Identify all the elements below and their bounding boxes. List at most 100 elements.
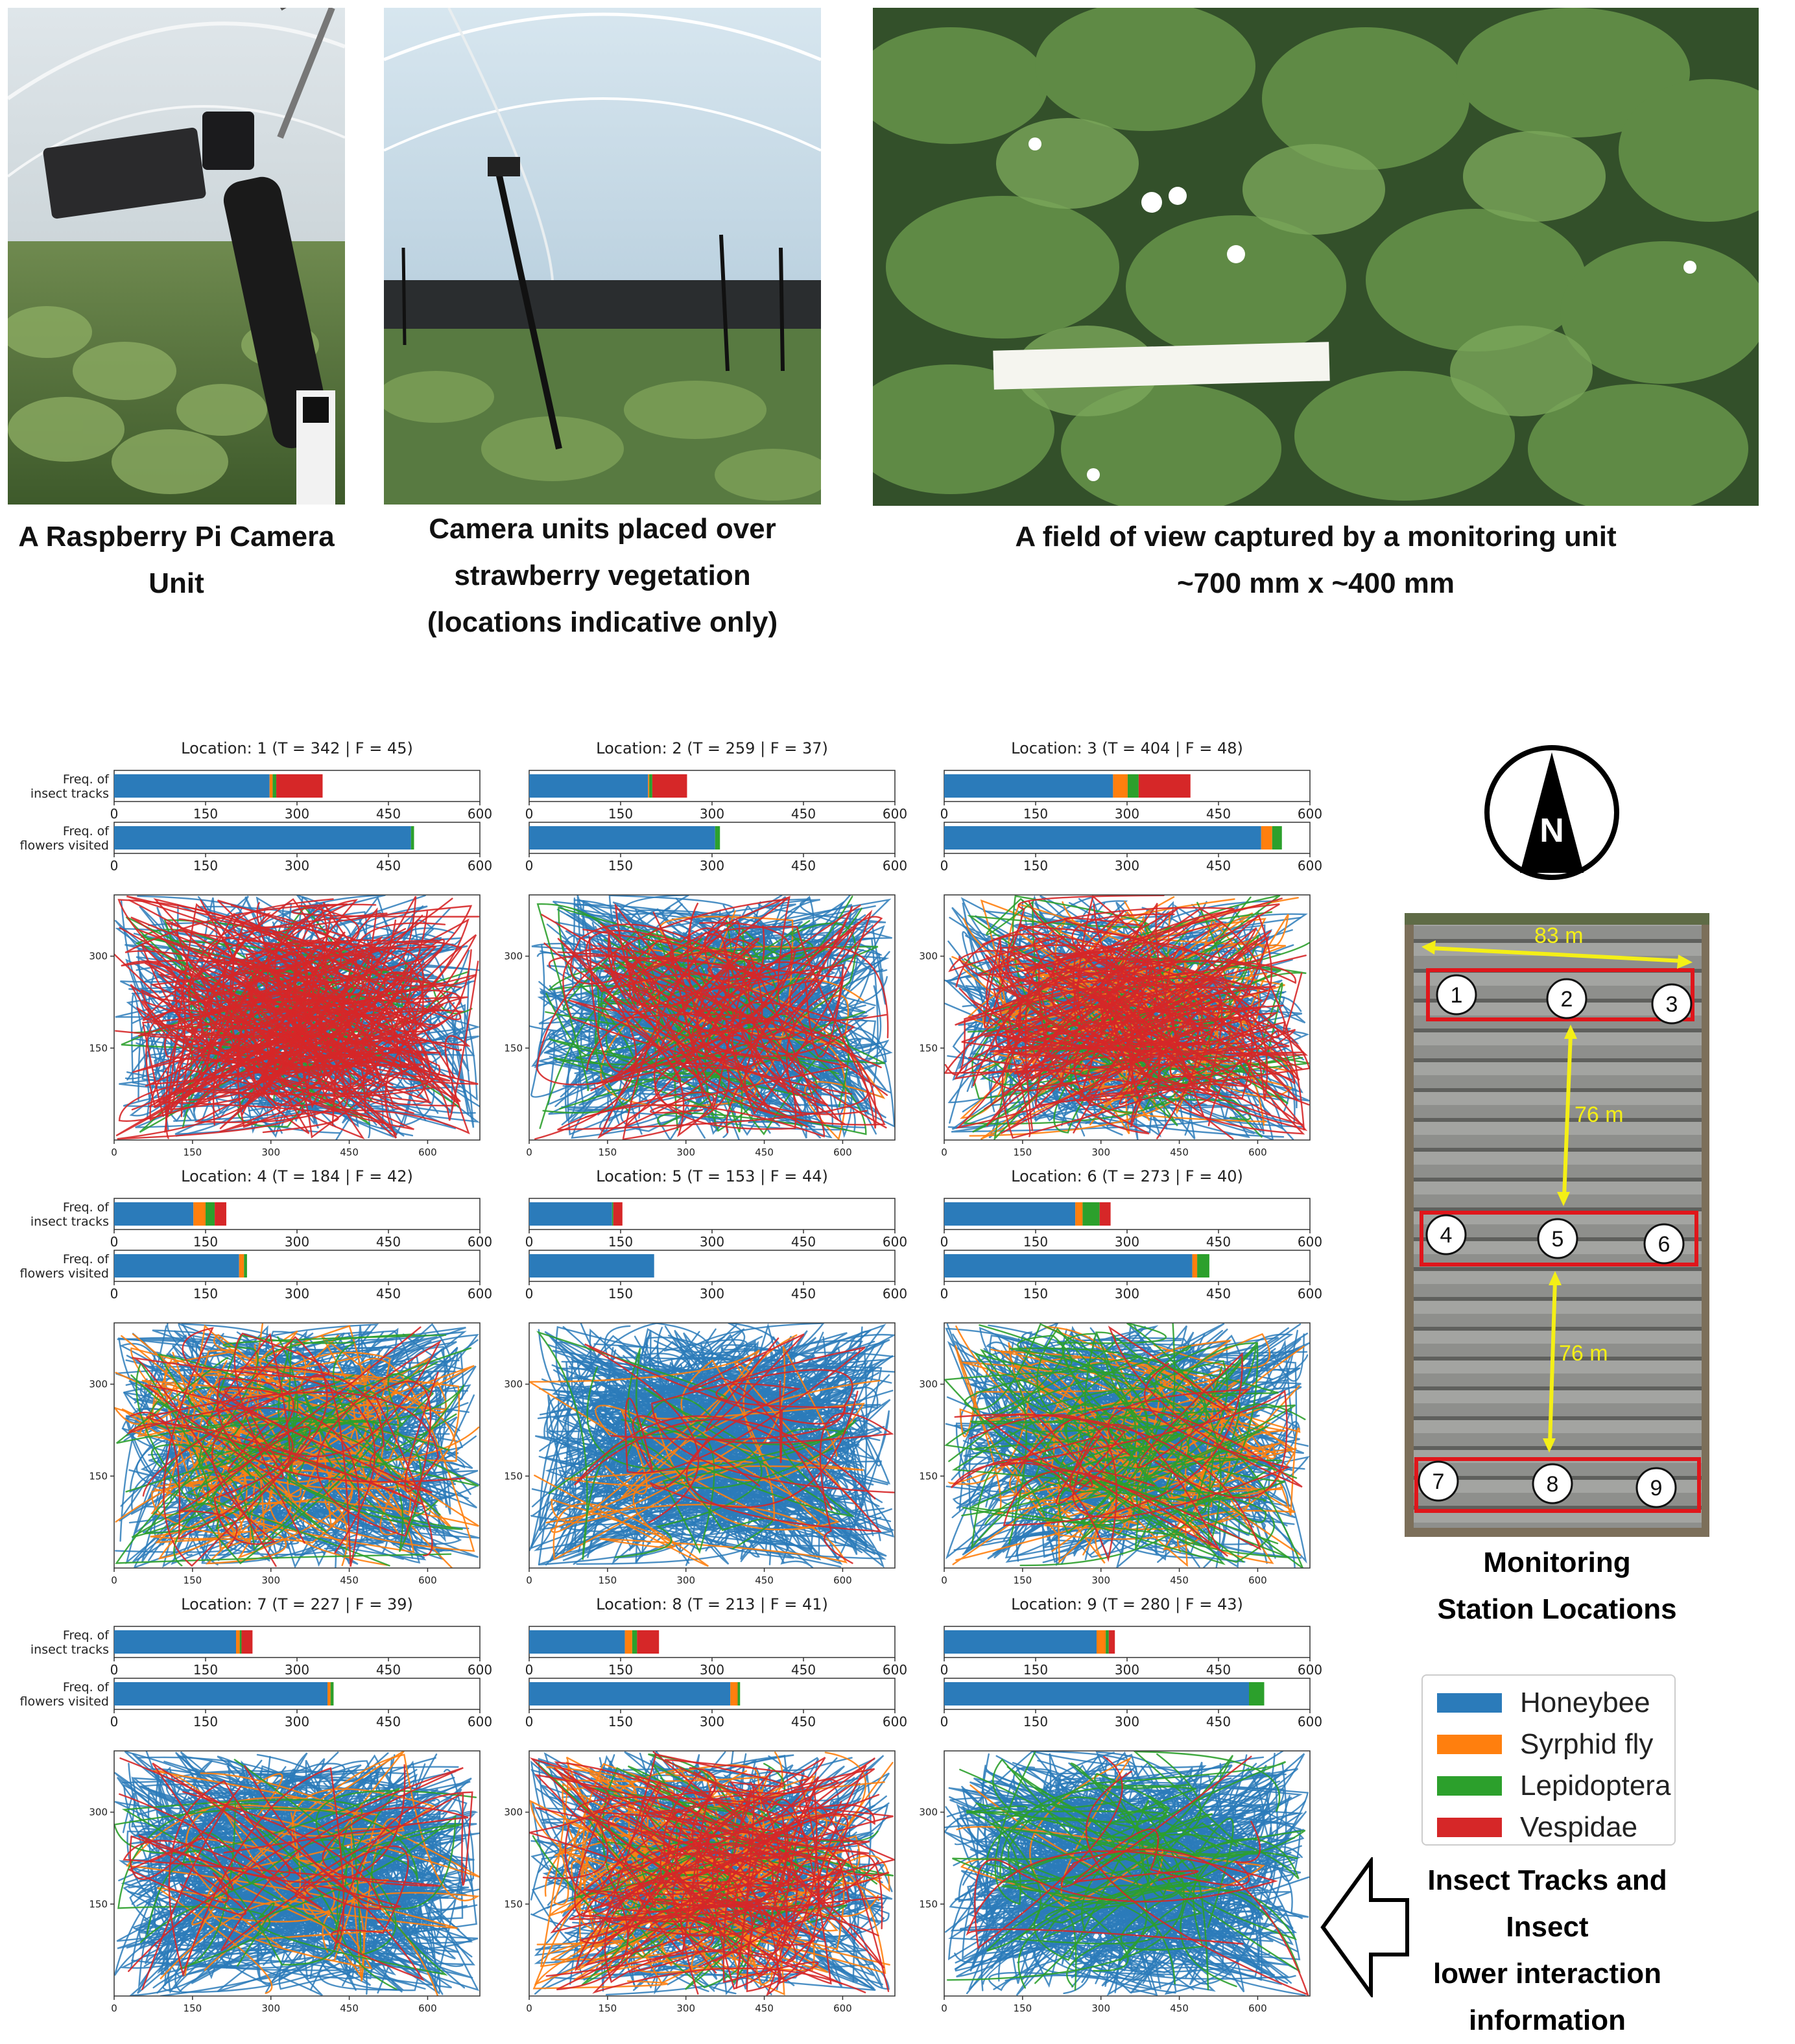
track-path-vespidae	[569, 923, 762, 1071]
bar-tick-label: 450	[1206, 806, 1231, 822]
legend-swatch	[1437, 1776, 1502, 1796]
legend-item-syrphid: Syrphid fly	[1437, 1728, 1653, 1760]
bar-tracks-lepidoptera	[649, 774, 652, 798]
track-x-tick-label: 300	[261, 1575, 280, 1586]
bar-tracks-lepidoptera	[612, 1202, 613, 1226]
camera-units-field-photo	[384, 8, 821, 505]
track-path-vespidae	[277, 1340, 442, 1556]
legend-label: Lepidoptera	[1520, 1770, 1671, 1801]
bar-tracks-lepidoptera	[272, 774, 277, 798]
track-path-honeybee	[984, 1788, 1310, 1980]
bar-flowers-syrphid-fly	[1192, 1254, 1198, 1278]
bar-tick-label: 0	[525, 1234, 534, 1250]
track-path-vespidae	[119, 1757, 469, 1981]
station-marker	[1546, 978, 1587, 1019]
track-path-vespidae	[126, 1373, 422, 1567]
legend-item-honeybee: Honeybee	[1437, 1687, 1650, 1718]
bar-tracks-honeybee	[944, 1202, 1076, 1226]
bar-tick-label: 450	[376, 858, 401, 873]
track-y-tick-label: 150	[89, 1898, 108, 1910]
bar-tracks-honeybee	[944, 1630, 1097, 1654]
bar-tick-label: 600	[468, 1714, 492, 1729]
track-x-tick-label: 450	[340, 1575, 359, 1586]
track-path-syrphid-fly	[152, 1770, 405, 1979]
bar-flowers-honeybee	[944, 1682, 1249, 1705]
track-x-tick-label: 300	[676, 1575, 695, 1586]
track-path-vespidae	[165, 914, 441, 1139]
track-y-tick-label: 300	[504, 1807, 523, 1818]
track-path-vespidae	[950, 1414, 1262, 1562]
track-x-tick-label: 450	[1170, 2002, 1189, 2014]
bar-row-label: Freq. of	[63, 1252, 110, 1266]
track-path-vespidae	[629, 1885, 792, 1995]
track-x-tick-label: 600	[833, 2002, 852, 2014]
bar-flowers-honeybee	[114, 1682, 327, 1705]
track-y-tick-label: 300	[504, 1379, 523, 1390]
location-title: Location: 4 (T = 184 | F = 42)	[181, 1167, 413, 1185]
bar-tracks-honeybee	[944, 774, 1113, 798]
track-x-tick-label: 150	[1014, 2002, 1032, 2014]
bar-flowers-honeybee	[529, 1254, 654, 1278]
bar-tracks-vespidae	[637, 1630, 660, 1654]
track-x-tick-label: 600	[833, 1147, 852, 1158]
bar-tick-label: 600	[883, 806, 907, 822]
track-panel-frame	[944, 1750, 1311, 1997]
bar-tick-label: 300	[700, 1714, 724, 1729]
legend-label: Honeybee	[1520, 1687, 1650, 1718]
track-x-tick-label: 300	[1091, 2002, 1110, 2014]
legend-label: Vespidae	[1520, 1811, 1638, 1843]
bar-flowers-lepidoptera	[410, 826, 414, 850]
track-x-tick-label: 150	[599, 1575, 617, 1586]
track-lines	[529, 1323, 895, 1568]
track-path-vespidae	[643, 1778, 880, 1934]
track-path-vespidae	[1100, 971, 1235, 1106]
track-path-vespidae	[541, 914, 761, 1140]
track-lines	[114, 1751, 480, 1996]
track-path-vespidae	[548, 916, 883, 1134]
bar-tracks-honeybee	[529, 1202, 612, 1226]
track-x-tick-label: 0	[941, 1147, 947, 1158]
track-path-lepidoptera	[1145, 1347, 1275, 1563]
track-path-vespidae	[550, 1831, 885, 1969]
track-path-vespidae	[1060, 1755, 1309, 1996]
location-title: Location: 3 (T = 404 | F = 48)	[1011, 739, 1243, 757]
station-marker	[1418, 1460, 1459, 1502]
bar-tick-label: 600	[468, 858, 492, 873]
track-path-vespidae	[177, 1377, 466, 1549]
bar-row-label: Freq. of	[63, 1680, 110, 1694]
track-x-tick-label: 300	[676, 2002, 695, 2014]
bar-tick-label: 600	[1298, 1714, 1322, 1729]
track-x-tick-label: 150	[599, 2002, 617, 2014]
track-path-syrphid-fly	[206, 1325, 369, 1444]
location-chart-8: Location: 8 (T = 213 | F = 41) 0 150 300 450…	[504, 1595, 907, 2014]
legend-item-vespidae: Vespidae	[1437, 1811, 1637, 1843]
bar-row-label: Freq. of	[63, 824, 110, 838]
track-path-vespidae	[672, 1853, 848, 1974]
track-y-tick-label: 300	[919, 951, 938, 962]
track-y-tick-label: 300	[89, 951, 108, 962]
legend-label: Syrphid fly	[1520, 1728, 1654, 1760]
track-path-vespidae	[593, 1790, 832, 1985]
track-panel-frame	[113, 1750, 481, 1997]
track-path-lepidoptera	[951, 1404, 1279, 1545]
bar-tracks-vespidae	[215, 1202, 226, 1226]
station-label: 4	[1440, 1223, 1453, 1248]
track-y-tick-label: 150	[919, 1898, 938, 1910]
track-path-vespidae	[653, 905, 861, 1130]
station-label: 9	[1650, 1476, 1663, 1501]
track-path-vespidae	[1019, 1325, 1303, 1488]
bar-tick-label: 0	[110, 1662, 119, 1678]
track-path-vespidae	[535, 1796, 894, 1901]
track-path-lepidoptera	[536, 903, 867, 1135]
bar-tracks-syrphid-fly	[1113, 774, 1128, 798]
track-path-vespidae	[574, 1784, 835, 1956]
track-panel: 0 150 300 450 600 150 300	[919, 1750, 1311, 2014]
track-x-tick-label: 150	[184, 1575, 202, 1586]
bar-flowers-lepidoptera	[330, 1682, 334, 1705]
track-path-vespidae	[136, 912, 431, 1098]
track-path-vespidae	[119, 1766, 464, 1972]
track-path-honeybee	[1003, 1362, 1310, 1541]
track-path-vespidae	[1016, 962, 1276, 1101]
track-x-tick-label: 150	[184, 1147, 202, 1158]
camera-unit-caption: A Raspberry Pi Camera Unit	[18, 521, 335, 599]
